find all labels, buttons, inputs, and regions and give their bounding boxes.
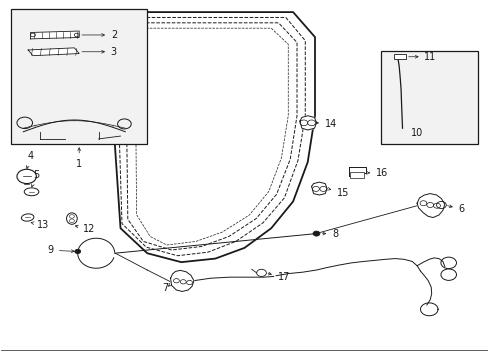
Polygon shape	[311, 182, 326, 195]
Polygon shape	[28, 48, 79, 56]
Text: 3: 3	[82, 47, 117, 57]
Text: 9: 9	[48, 245, 74, 255]
Text: 1: 1	[76, 148, 82, 168]
Polygon shape	[348, 167, 366, 176]
Text: 12: 12	[75, 224, 95, 234]
Text: 17: 17	[267, 272, 289, 282]
Text: 4: 4	[26, 151, 34, 168]
Bar	[393, 54, 405, 59]
Polygon shape	[170, 270, 194, 292]
Text: 2: 2	[82, 30, 117, 40]
Text: 16: 16	[366, 168, 387, 178]
Text: 14: 14	[315, 118, 336, 129]
Text: 11: 11	[408, 52, 436, 62]
Circle shape	[312, 231, 319, 236]
Text: 15: 15	[327, 188, 348, 198]
Polygon shape	[416, 194, 444, 217]
Text: 7: 7	[163, 283, 171, 293]
Circle shape	[75, 249, 81, 253]
Polygon shape	[299, 116, 316, 130]
Polygon shape	[30, 31, 79, 39]
Text: 6: 6	[447, 204, 464, 214]
Text: 8: 8	[322, 229, 338, 239]
Bar	[350, 172, 364, 178]
Text: 10: 10	[410, 128, 423, 138]
Text: 5: 5	[32, 170, 40, 187]
Bar	[380, 51, 477, 144]
Text: 13: 13	[31, 220, 49, 230]
Bar	[11, 9, 147, 144]
